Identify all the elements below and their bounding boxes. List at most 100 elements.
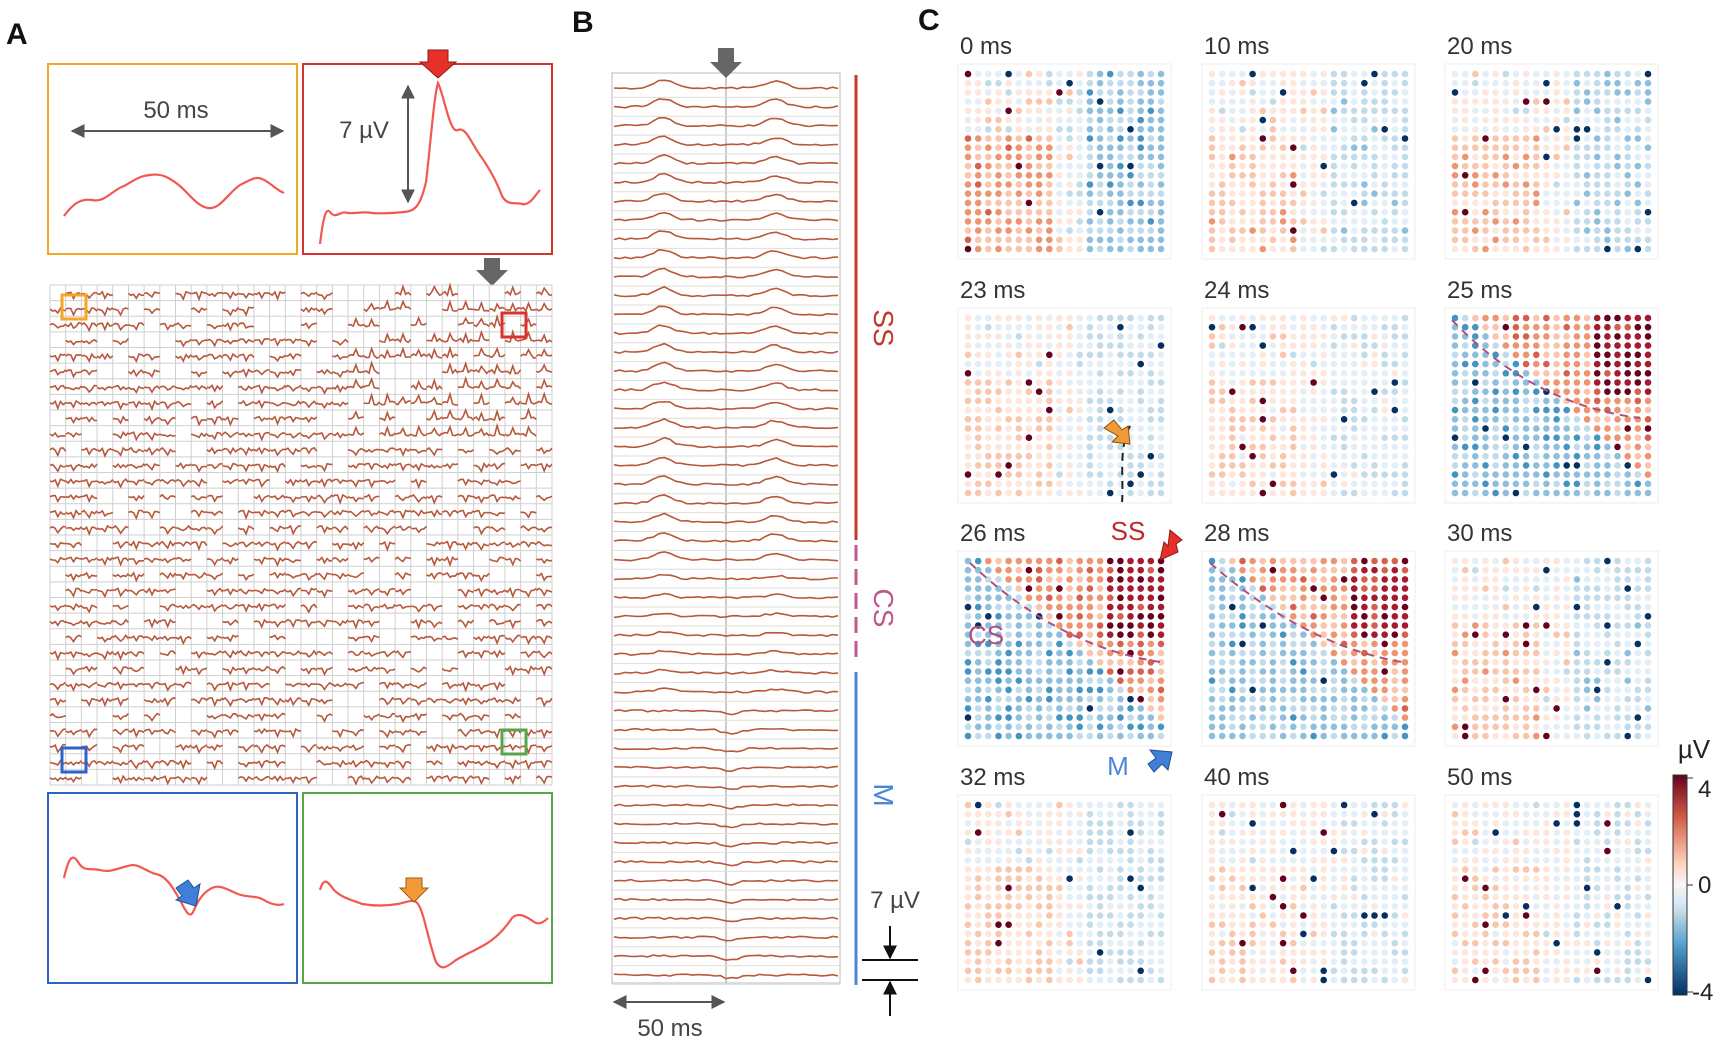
stack-trace	[613, 285, 839, 298]
electrode-trace	[49, 384, 67, 392]
electrode-dot	[1361, 333, 1368, 340]
electrode-dot	[1249, 416, 1256, 423]
electrode-dot	[1634, 425, 1642, 432]
map-frame	[1201, 550, 1416, 747]
stack-trace	[613, 98, 839, 109]
electrode-dot	[1350, 462, 1358, 469]
electrode-dot	[1593, 245, 1601, 253]
electrode-dot	[1218, 227, 1226, 234]
electrode-dot	[1563, 594, 1570, 602]
electrode-dot	[1025, 847, 1033, 855]
electrode-dot	[1381, 351, 1388, 359]
electrode-dot	[1025, 199, 1033, 207]
electrode-dot	[1482, 89, 1489, 96]
electrode-dot	[1208, 489, 1216, 497]
electrode-dot	[1330, 227, 1338, 234]
electrode-dot	[1583, 443, 1591, 451]
electrode-dot	[1624, 705, 1631, 712]
electrode-dot	[1046, 594, 1053, 602]
electrode-dot	[1512, 342, 1520, 349]
electrode-dot	[1137, 406, 1144, 414]
electrode-trace	[128, 322, 145, 331]
electrode-dot	[985, 893, 992, 901]
electrode-dot	[1127, 566, 1134, 574]
stack-trace	[613, 727, 838, 735]
electrode-dot	[1066, 480, 1073, 488]
electrode-dot	[1249, 190, 1256, 197]
electrode-dot	[1522, 480, 1530, 488]
electrode-dot	[1381, 144, 1388, 151]
electrode-dot	[1290, 181, 1297, 188]
electrode-dot	[974, 236, 982, 244]
electrode-trace	[112, 587, 129, 598]
electrode-dot	[1482, 107, 1489, 115]
electrode-dot	[1391, 406, 1399, 414]
electrode-trace	[489, 408, 506, 422]
electrode-dot	[1361, 452, 1368, 460]
electrode-dot	[1056, 144, 1063, 151]
electrode-dot	[1066, 714, 1073, 721]
electrode-trace	[96, 479, 114, 485]
electrode-dot	[1147, 875, 1155, 882]
electrode-dot	[1218, 668, 1226, 675]
electrode-dot	[1604, 162, 1611, 170]
electrode-dot	[1381, 714, 1388, 721]
electrode-trace	[379, 479, 396, 485]
electrode-dot	[1614, 135, 1621, 142]
electrode-dot	[1249, 640, 1256, 648]
electrode-dot	[1127, 199, 1134, 207]
electrode-trace	[253, 446, 271, 455]
electrode-dot	[1147, 622, 1155, 629]
electrode-dot	[1025, 471, 1033, 478]
electrode-dot	[1147, 930, 1155, 938]
electrode-dot	[1310, 144, 1317, 151]
electrode-dot	[1127, 443, 1134, 451]
electrode-dot	[1157, 939, 1165, 947]
electrode-dot	[1300, 480, 1307, 488]
electrode-dot	[1624, 342, 1631, 349]
electrode-dot	[1066, 603, 1073, 611]
electrode-dot	[1401, 557, 1409, 565]
electrode-dot	[1553, 360, 1560, 368]
electrode-dot	[1147, 603, 1155, 611]
electrode-dot	[1046, 921, 1053, 928]
electrode-dot	[1147, 820, 1155, 827]
electrode-dot	[1340, 425, 1348, 432]
electrode-dot	[1563, 557, 1570, 565]
electrode-dot	[1046, 323, 1053, 331]
electrode-dot	[1340, 452, 1348, 460]
electrode-dot	[1401, 603, 1409, 611]
electrode-dot	[1553, 172, 1560, 179]
electrode-dot	[1340, 89, 1348, 96]
electrode-dot	[1401, 190, 1409, 197]
electrode-trace	[347, 728, 365, 737]
electrode-dot	[1543, 723, 1550, 731]
electrode-dot	[1218, 406, 1226, 414]
electrode-dot	[1593, 397, 1601, 405]
electrode-dot	[1117, 89, 1124, 96]
electrode-trace	[222, 415, 239, 427]
electrode-trace	[347, 479, 364, 488]
electrode-dot	[1035, 640, 1043, 648]
electrode-trace	[65, 291, 82, 301]
electrode-trace	[379, 729, 396, 739]
electrode-dot	[1259, 705, 1267, 712]
electrode-dot	[1106, 566, 1114, 574]
electrode-dot	[1563, 107, 1570, 115]
electrode-dot	[1035, 79, 1043, 87]
electrode-dot	[1147, 443, 1155, 451]
electrode-dot	[1502, 406, 1510, 414]
electrode-dot	[1563, 677, 1570, 684]
electrode-dot	[985, 397, 992, 405]
electrode-dot	[964, 388, 972, 396]
electrode-trace	[488, 494, 506, 504]
electrode-dot	[1563, 462, 1570, 469]
electrode-dot	[1117, 705, 1124, 712]
electrode-dot	[1533, 686, 1540, 694]
electrode-dot	[1208, 594, 1216, 602]
electrode-trace	[222, 556, 239, 566]
stacked-traces	[612, 79, 840, 985]
electrode-dot	[1025, 594, 1033, 602]
electrode-dot	[1461, 557, 1469, 565]
electrode-dot	[1583, 585, 1591, 592]
